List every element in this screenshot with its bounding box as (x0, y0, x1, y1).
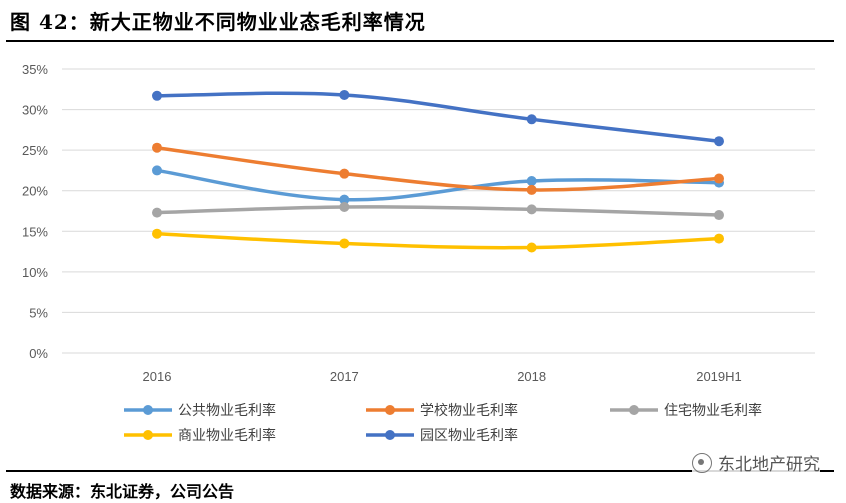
series-line-2 (155, 145, 721, 192)
data-point (526, 175, 537, 186)
data-point (152, 142, 162, 153)
x-tick-label: 2017 (330, 369, 359, 384)
y-tick-label: 20% (22, 184, 48, 199)
series-line-3 (155, 205, 721, 217)
legend-marker (143, 430, 153, 440)
legend-marker (385, 405, 395, 415)
y-tick-label: 25% (22, 143, 48, 158)
y-tick-label: 15% (22, 224, 48, 239)
data-source: 数据来源：东北证券，公司公告 (10, 482, 235, 501)
x-tick-label: 2016 (143, 369, 172, 384)
data-point (152, 207, 162, 218)
line-chart: 0% 5% 10% 15% 20% 25% 30% 35% 2016 2017 2018 2019H1… (22, 62, 815, 444)
data-point (714, 233, 724, 244)
series-line-5 (155, 91, 721, 143)
legend-label: 园区物业毛利率 (420, 427, 518, 444)
series-line-1 (155, 168, 721, 202)
legend-label: 学校物业毛利率 (420, 402, 518, 419)
data-point (152, 228, 162, 239)
y-tick-label: 10% (22, 265, 48, 280)
y-tick-label: 35% (22, 62, 48, 77)
legend-marker (629, 405, 639, 415)
watermark-text: 东北地产研究 (718, 455, 820, 475)
data-point (339, 201, 350, 212)
legend-label: 住宅物业毛利率 (664, 402, 762, 419)
y-tick-label: 0% (29, 346, 48, 361)
bottom-rule (6, 470, 834, 472)
data-point (152, 165, 162, 176)
data-point (339, 89, 350, 100)
data-point (526, 242, 537, 253)
data-point (339, 194, 350, 205)
top-rule (6, 40, 834, 42)
wechat-icon (692, 452, 712, 473)
series-line-4 (155, 231, 721, 250)
legend-label: 公共物业毛利率 (178, 402, 276, 419)
data-point (339, 238, 350, 249)
watermark: 东北地产研究 (692, 450, 820, 475)
data-point (152, 90, 162, 101)
y-tick-label: 30% (22, 103, 48, 118)
legend-marker (143, 405, 153, 415)
x-tick-label: 2019H1 (696, 369, 742, 384)
data-point (714, 210, 724, 221)
data-point (339, 168, 350, 179)
data-point (526, 184, 537, 195)
data-point (526, 204, 537, 215)
y-tick-label: 5% (29, 305, 48, 320)
data-point (714, 173, 724, 184)
data-point (526, 114, 537, 125)
figure-title: 图 42：新大正物业不同物业业态毛利率情况 (10, 10, 426, 34)
legend-marker (385, 430, 395, 440)
x-tick-label: 2018 (517, 369, 546, 384)
legend-label: 商业物业毛利率 (178, 427, 276, 444)
data-point (714, 136, 724, 147)
